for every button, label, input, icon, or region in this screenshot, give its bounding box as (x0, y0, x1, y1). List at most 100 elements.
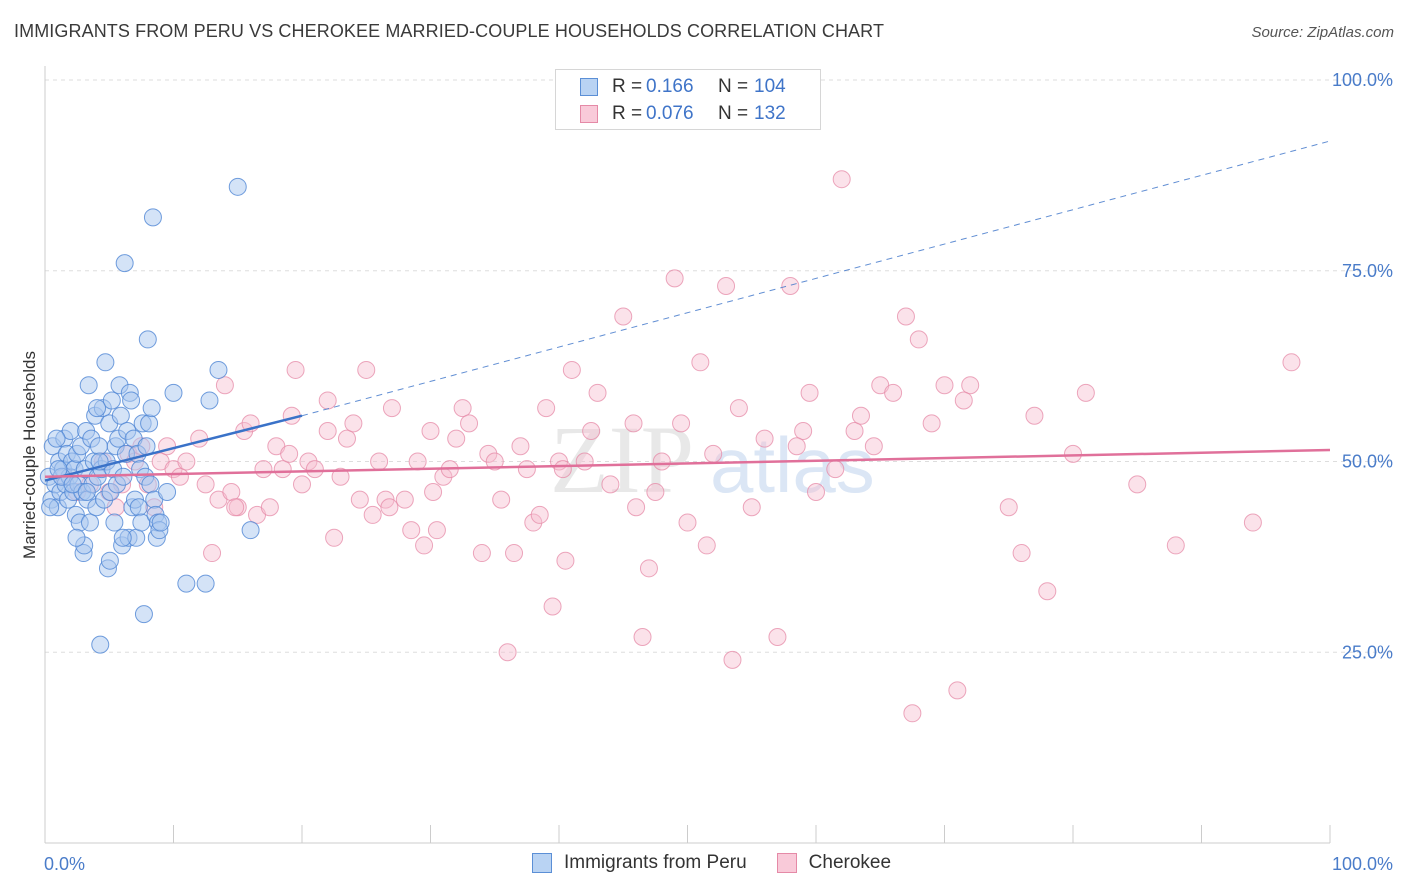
cherokee-point (646, 483, 665, 502)
peru-point (114, 467, 133, 486)
cherokee-point (614, 307, 633, 326)
peru-point (47, 429, 66, 448)
legend-n-value: 104 (754, 76, 786, 97)
cherokee-point (190, 429, 209, 448)
legend-n-label: N = (718, 103, 749, 124)
cherokee-point (723, 650, 742, 669)
cherokee-point (553, 460, 572, 479)
axes (44, 66, 1331, 844)
peru-point (100, 551, 119, 570)
peru-point (122, 391, 141, 410)
cherokee-point (299, 452, 318, 471)
cherokee-point (260, 498, 279, 517)
peru-point (200, 391, 219, 410)
legend-r-label: R = (612, 76, 643, 97)
peru-point (141, 475, 160, 494)
legend-swatch-cherokee (776, 853, 797, 873)
legend-label-peru: Immigrants from Peru (564, 852, 747, 873)
peru-point (164, 383, 183, 402)
cherokee-point (498, 643, 517, 662)
cherokee-point (505, 544, 524, 563)
legend-swatch-peru (580, 78, 598, 96)
peru-point (91, 635, 110, 654)
peru-point (113, 528, 132, 547)
peru-point (80, 513, 99, 532)
legend-item-peru[interactable]: Immigrants from Peru (532, 852, 747, 874)
series-legend: Immigrants from Peru Cherokee (532, 852, 921, 874)
cherokee-point (427, 521, 446, 540)
cherokee-point (460, 414, 479, 433)
cherokee-point (627, 498, 646, 517)
peru-point (134, 605, 153, 624)
peru-point (196, 574, 215, 593)
cherokee-points (55, 170, 1301, 723)
peru-trend-line (44, 414, 303, 482)
cherokee-point (961, 376, 980, 395)
cherokee-point (575, 452, 594, 471)
cherokee-point (781, 277, 800, 296)
cherokee-point (588, 383, 607, 402)
cherokee-point (424, 483, 443, 502)
cherokee-point (794, 421, 813, 440)
cherokee-point (453, 399, 472, 418)
cherokee-point (633, 627, 652, 646)
cherokee-point (196, 475, 215, 494)
peru-point (111, 406, 130, 425)
cherokee-point (729, 399, 748, 418)
cherokee-point (170, 467, 189, 486)
cherokee-point (582, 421, 601, 440)
cherokee-point (293, 475, 311, 494)
peru-point (142, 399, 161, 418)
cherokee-point (652, 452, 671, 471)
peru-point (79, 376, 98, 395)
peru-point (88, 399, 107, 418)
cherokee-point (226, 498, 245, 517)
cherokee-point (1282, 353, 1301, 372)
legend-n-value: 132 (754, 103, 786, 124)
cherokee-point (537, 399, 556, 418)
cherokee-point (704, 444, 723, 463)
peru-points (39, 177, 260, 654)
cherokee-point (479, 444, 498, 463)
cherokee-point (325, 528, 344, 547)
y-axis-label: Married-couple Households (20, 351, 39, 559)
peru-point (228, 177, 247, 196)
cherokee-point (1076, 383, 1095, 402)
cherokee-point (864, 437, 883, 456)
cherokee-point (755, 429, 774, 448)
cherokee-point (639, 559, 658, 578)
y-tick-label: 25.0% (1342, 642, 1393, 662)
cherokee-point (380, 498, 399, 517)
cherokee-point (286, 360, 305, 379)
legend-swatch-cherokee (580, 105, 598, 123)
legend-item-cherokee[interactable]: Cherokee (776, 852, 891, 874)
peru-point (67, 528, 86, 547)
cherokee-point (1128, 475, 1147, 494)
cherokee-point (922, 414, 941, 433)
cherokee-point (215, 376, 234, 395)
peru-point (140, 414, 159, 433)
grid-lines (45, 79, 1392, 653)
cherokee-point (350, 490, 369, 509)
cherokee-point (530, 505, 549, 524)
stats-legend: R = 0.166 N = 104 R = 0.076 N = 132 (555, 69, 821, 130)
cherokee-point (948, 681, 967, 700)
cherokee-point (935, 376, 954, 395)
chart-title: IMMIGRANTS FROM PERU VS CHEROKEE MARRIED… (14, 21, 885, 41)
peru-trend-dashed (301, 140, 1331, 417)
cherokee-point (832, 170, 851, 189)
cherokee-point (896, 307, 915, 326)
peru-point (143, 208, 162, 227)
y-tick-label: 100.0% (1332, 70, 1393, 90)
cherokee-point (691, 353, 710, 372)
cherokee-point (318, 391, 337, 410)
cherokee-point (337, 429, 356, 448)
peru-point (177, 574, 196, 593)
cherokee-point (485, 452, 504, 471)
cherokee-point (1166, 536, 1185, 555)
cherokee-point (884, 383, 903, 402)
cherokee-point (254, 460, 273, 479)
legend-r-value: 0.166 (646, 76, 694, 97)
peru-point (151, 513, 170, 532)
x-tick-label: 100.0% (1332, 854, 1393, 874)
